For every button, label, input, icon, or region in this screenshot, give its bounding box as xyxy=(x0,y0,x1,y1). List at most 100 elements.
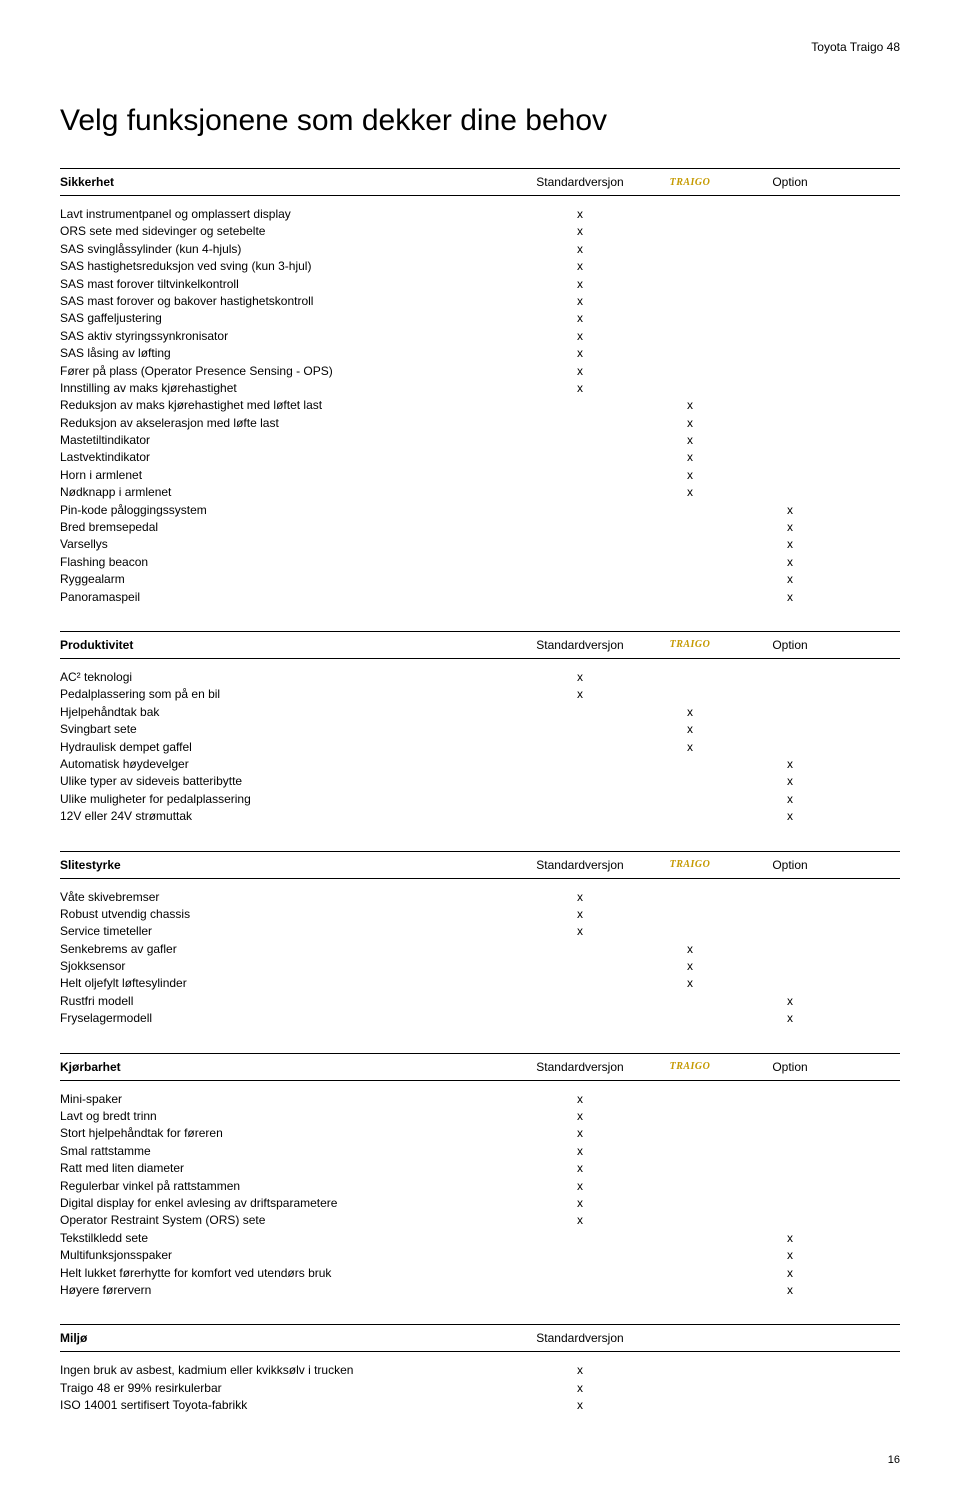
feature-label: Lastvektindikator xyxy=(60,449,520,466)
section: ProduktivitetStandardversjonTRAIGOOption… xyxy=(60,631,900,826)
table-row: Lastvektindikator x xyxy=(60,449,900,466)
table-row: ORS sete med sidevinger og setebeltex xyxy=(60,223,900,240)
section-header: ProduktivitetStandardversjonTRAIGOOption xyxy=(60,631,900,659)
table-row: Rustfri modellx xyxy=(60,993,900,1010)
cell-logo xyxy=(640,773,740,790)
cell-standard xyxy=(520,484,640,501)
feature-label: Automatisk høydevelger xyxy=(60,756,520,773)
cell-standard: x xyxy=(520,1397,640,1414)
feature-label: Lavt instrumentpanel og omplassert displ… xyxy=(60,206,520,223)
feature-label: Smal rattstamme xyxy=(60,1143,520,1160)
cell-logo: x xyxy=(640,704,740,721)
cell-logo xyxy=(640,906,740,923)
table-row: Smal rattstammex xyxy=(60,1143,900,1160)
table-row: Flashing beaconx xyxy=(60,554,900,571)
cell-logo xyxy=(640,889,740,906)
table-row: Høyere førervernx xyxy=(60,1282,900,1299)
cell-option xyxy=(740,484,840,501)
cell-logo xyxy=(640,1265,740,1282)
cell-option xyxy=(740,704,840,721)
cell-logo xyxy=(640,1380,740,1397)
cell-option xyxy=(740,1108,840,1125)
feature-label: Våte skivebremser xyxy=(60,889,520,906)
section-body: Ingen bruk av asbest, kadmium eller kvik… xyxy=(60,1352,900,1414)
column-header-standard: Standardversjon xyxy=(520,858,640,872)
cell-standard xyxy=(520,1230,640,1247)
column-header-option: Option xyxy=(740,1060,840,1074)
cell-logo xyxy=(640,571,740,588)
cell-standard: x xyxy=(520,1143,640,1160)
section-title: Produktivitet xyxy=(60,638,520,652)
cell-logo xyxy=(640,206,740,223)
feature-label: Service timeteller xyxy=(60,923,520,940)
cell-option xyxy=(740,380,840,397)
table-row: Fryselagermodellx xyxy=(60,1010,900,1027)
column-header-logo xyxy=(640,1331,740,1345)
cell-standard: x xyxy=(520,1160,640,1177)
cell-standard xyxy=(520,773,640,790)
table-row: Ratt med liten diameterx xyxy=(60,1160,900,1177)
table-row: SAS mast forover og bakover hastighetsko… xyxy=(60,293,900,310)
cell-logo xyxy=(640,669,740,686)
cell-logo xyxy=(640,1178,740,1195)
table-row: SAS svinglåssylinder (kun 4-hjuls)x xyxy=(60,241,900,258)
feature-label: Svingbart sete xyxy=(60,721,520,738)
section-title: Kjørbarhet xyxy=(60,1060,520,1074)
traigo-logo-icon: TRAIGO xyxy=(670,177,711,188)
cell-standard: x xyxy=(520,380,640,397)
column-header-option: Option xyxy=(740,638,840,652)
cell-option xyxy=(740,397,840,414)
table-row: Pedalplassering som på en bilx xyxy=(60,686,900,703)
column-header-standard: Standardversjon xyxy=(520,175,640,189)
feature-label: SAS gaffeljustering xyxy=(60,310,520,327)
cell-option: x xyxy=(740,773,840,790)
table-row: SAS aktiv styringssynkronisatorx xyxy=(60,328,900,345)
cell-standard: x xyxy=(520,276,640,293)
table-row: Robust utvendig chassisx xyxy=(60,906,900,923)
cell-option xyxy=(740,467,840,484)
cell-standard xyxy=(520,554,640,571)
cell-option xyxy=(740,310,840,327)
cell-option: x xyxy=(740,571,840,588)
cell-option: x xyxy=(740,502,840,519)
cell-standard xyxy=(520,1265,640,1282)
cell-logo xyxy=(640,808,740,825)
table-row: Ulike typer av sideveis batteribyttex xyxy=(60,773,900,790)
column-header-logo: TRAIGO xyxy=(640,638,740,652)
cell-standard xyxy=(520,958,640,975)
cell-logo xyxy=(640,345,740,362)
cell-option xyxy=(740,1143,840,1160)
cell-logo: x xyxy=(640,975,740,992)
cell-standard: x xyxy=(520,889,640,906)
section-body: AC² teknologixPedalplassering som på en … xyxy=(60,659,900,826)
cell-option xyxy=(740,449,840,466)
cell-logo: x xyxy=(640,941,740,958)
cell-standard: x xyxy=(520,1212,640,1229)
cell-standard: x xyxy=(520,241,640,258)
feature-label: Sjokksensor xyxy=(60,958,520,975)
cell-option: x xyxy=(740,1265,840,1282)
cell-standard xyxy=(520,536,640,553)
page-number: 16 xyxy=(60,1454,900,1466)
cell-standard xyxy=(520,941,640,958)
cell-standard: x xyxy=(520,345,640,362)
cell-standard: x xyxy=(520,1362,640,1379)
table-row: Sjokksensorx xyxy=(60,958,900,975)
cell-standard xyxy=(520,397,640,414)
section: SlitestyrkeStandardversjonTRAIGOOptionVå… xyxy=(60,851,900,1028)
cell-logo: x xyxy=(640,449,740,466)
feature-label: Robust utvendig chassis xyxy=(60,906,520,923)
cell-logo xyxy=(640,310,740,327)
cell-logo xyxy=(640,1230,740,1247)
feature-label: Pedalplassering som på en bil xyxy=(60,686,520,703)
cell-logo xyxy=(640,1143,740,1160)
cell-logo: x xyxy=(640,432,740,449)
table-row: Ryggealarmx xyxy=(60,571,900,588)
cell-standard xyxy=(520,791,640,808)
cell-standard xyxy=(520,808,640,825)
table-row: Senkebrems av gaflerx xyxy=(60,941,900,958)
cell-standard xyxy=(520,415,640,432)
table-row: Varsellysx xyxy=(60,536,900,553)
cell-option xyxy=(740,1160,840,1177)
feature-label: Helt lukket førerhytte for komfort ved u… xyxy=(60,1265,520,1282)
